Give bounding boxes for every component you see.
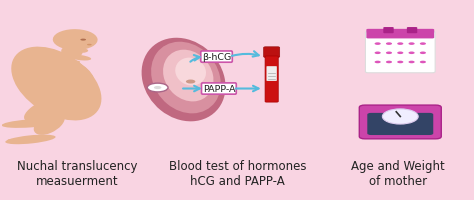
Circle shape: [397, 43, 403, 46]
Circle shape: [186, 80, 195, 84]
Circle shape: [397, 52, 403, 55]
Ellipse shape: [53, 30, 98, 51]
Ellipse shape: [62, 40, 69, 43]
Circle shape: [420, 43, 426, 46]
Ellipse shape: [69, 55, 91, 61]
Circle shape: [154, 86, 162, 90]
FancyBboxPatch shape: [398, 113, 433, 135]
Circle shape: [409, 61, 415, 64]
Ellipse shape: [9, 123, 21, 127]
Ellipse shape: [24, 98, 65, 122]
Circle shape: [409, 43, 415, 46]
FancyBboxPatch shape: [265, 57, 278, 103]
FancyBboxPatch shape: [359, 106, 441, 139]
Text: Blood test of hormones
hCG and PAPP-A: Blood test of hormones hCG and PAPP-A: [169, 160, 307, 187]
Circle shape: [386, 52, 392, 55]
Ellipse shape: [32, 59, 95, 102]
Circle shape: [386, 43, 392, 46]
Ellipse shape: [5, 135, 55, 144]
Ellipse shape: [81, 39, 86, 41]
FancyBboxPatch shape: [264, 48, 280, 58]
FancyBboxPatch shape: [383, 28, 394, 34]
Ellipse shape: [8, 139, 18, 142]
Circle shape: [420, 52, 426, 55]
Circle shape: [420, 61, 426, 64]
Circle shape: [383, 109, 418, 124]
Text: Age and Weight
of mother: Age and Weight of mother: [351, 160, 445, 187]
Ellipse shape: [61, 61, 80, 67]
FancyBboxPatch shape: [266, 67, 277, 82]
Circle shape: [147, 84, 168, 92]
Circle shape: [374, 61, 381, 64]
Text: PAPP-A: PAPP-A: [203, 85, 235, 94]
Circle shape: [386, 61, 392, 64]
Ellipse shape: [87, 45, 91, 46]
Ellipse shape: [1, 119, 57, 128]
FancyBboxPatch shape: [365, 32, 435, 73]
FancyBboxPatch shape: [366, 30, 434, 39]
Circle shape: [374, 43, 381, 46]
Ellipse shape: [76, 49, 88, 54]
Ellipse shape: [34, 112, 65, 135]
Circle shape: [409, 52, 415, 55]
Ellipse shape: [175, 58, 206, 86]
Circle shape: [374, 52, 381, 55]
Ellipse shape: [11, 47, 101, 121]
FancyBboxPatch shape: [407, 28, 417, 34]
Circle shape: [397, 61, 403, 64]
Ellipse shape: [151, 43, 221, 114]
Ellipse shape: [163, 50, 213, 102]
Ellipse shape: [142, 39, 226, 122]
Text: β-hCG: β-hCG: [202, 53, 231, 62]
Ellipse shape: [61, 46, 82, 58]
Text: Nuchal translucency
measuerment: Nuchal translucency measuerment: [17, 160, 138, 187]
FancyBboxPatch shape: [367, 113, 403, 135]
